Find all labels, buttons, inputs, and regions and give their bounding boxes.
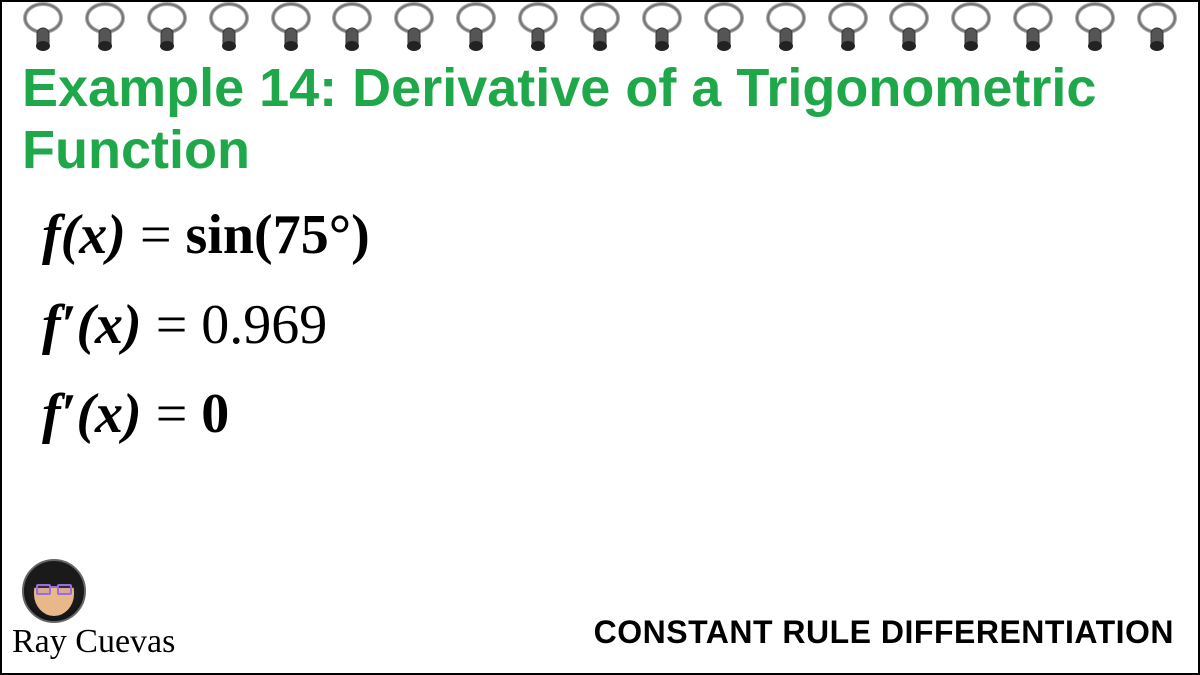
avatar-glasses-icon	[36, 584, 72, 596]
equation-line-2: f′(x) = 0.969	[42, 281, 1178, 371]
spiral-ring-icon	[514, 2, 562, 54]
avatar-face-icon	[34, 572, 74, 616]
author-avatar	[22, 559, 86, 623]
spiral-ring-icon	[452, 2, 500, 54]
spiral-ring-icon	[638, 2, 686, 54]
eq2-lhs: f′(x)	[42, 294, 142, 356]
spiral-ring-icon	[824, 2, 872, 54]
eq2-eq: =	[142, 294, 202, 356]
spiral-ring-icon	[328, 2, 376, 54]
spiral-ring-icon	[1133, 2, 1181, 54]
spiral-ring-icon	[1009, 2, 1057, 54]
spiral-ring-icon	[143, 2, 191, 54]
spiral-ring-icon	[267, 2, 315, 54]
eq3-lhs: f′(x)	[42, 383, 142, 445]
spiral-ring-icon	[885, 2, 933, 54]
equations-block: f(x) = sin(75°) f′(x) = 0.969 f′(x) = 0	[22, 191, 1178, 460]
spiral-ring-icon	[1071, 2, 1119, 54]
spiral-ring-icon	[390, 2, 438, 54]
equation-line-1: f(x) = sin(75°)	[42, 191, 1178, 281]
content-area: Example 14: Derivative of a Trigonometri…	[22, 57, 1178, 460]
footer-label: CONSTANT RULE DIFFERENTIATION	[594, 614, 1174, 651]
eq1-eq: =	[126, 204, 186, 266]
spiral-ring-icon	[81, 2, 129, 54]
spiral-ring-icon	[762, 2, 810, 54]
spiral-ring-icon	[19, 2, 67, 54]
spiral-ring-icon	[947, 2, 995, 54]
spiral-ring-icon	[700, 2, 748, 54]
eq3-eq: =	[142, 383, 202, 445]
page-title: Example 14: Derivative of a Trigonometri…	[22, 57, 1178, 181]
eq3-rhs: 0	[201, 383, 229, 445]
equation-line-3: f′(x) = 0	[42, 370, 1178, 460]
eq2-rhs: 0.969	[201, 294, 327, 356]
eq1-lhs: f(x)	[42, 204, 126, 266]
spiral-ring-icon	[576, 2, 624, 54]
eq1-rhs: sin(75°)	[186, 204, 370, 266]
spiral-binding	[2, 2, 1198, 62]
author-signature: Ray Cuevas	[12, 623, 175, 661]
spiral-ring-icon	[205, 2, 253, 54]
